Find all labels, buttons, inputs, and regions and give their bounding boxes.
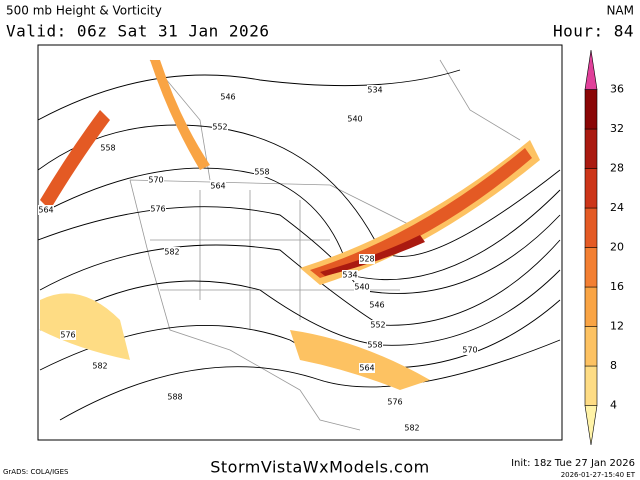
color-swatch [584,405,598,446]
colorbar-label: 8 [610,359,617,372]
label-bg [462,345,478,355]
contour-label: 558 [100,144,115,153]
label-bg [164,247,180,257]
label-bg [220,92,236,102]
contour-label: 534 [342,271,357,280]
label-bg [210,181,226,191]
contour-label: 558 [367,341,382,350]
label-bg [92,361,108,371]
label-bg [148,175,164,185]
init: Init: 18z Tue 27 Jan 2026 [511,458,635,469]
credit: GrADS: COLA/IGES [3,468,69,476]
contour-label: 576 [150,205,165,214]
label-bg [38,205,54,215]
color-swatch [584,286,598,327]
colorbar-label: 36 [610,83,624,96]
label-bg [167,392,183,402]
contour-label: 564 [359,364,374,373]
contour-label: 576 [387,398,402,407]
colorbar-label: 16 [610,280,624,293]
valid: Valid: 06z Sat 31 Jan 2026 [6,22,269,41]
label-bg [404,423,420,433]
label-bg [367,85,383,95]
label-bg [359,363,375,373]
label-bg [354,282,370,292]
color-swatch [584,326,598,367]
label-bg [367,340,383,350]
colorbar-label: 4 [610,399,617,412]
contour-label: 576 [60,331,75,340]
contour-label: 540 [347,115,362,124]
color-swatch [584,168,598,209]
label-bg [370,320,386,330]
site: StormVistaWxModels.com [210,458,429,477]
label-bg [212,122,228,132]
contour-label: 540 [354,283,369,292]
map [37,44,563,441]
label-bg [60,330,76,340]
colorbar-label: 12 [610,320,624,333]
height-contours [38,69,561,421]
color-swatch [584,89,598,130]
contour-label: 564 [38,206,53,215]
color-swatch [584,207,598,248]
contour-label: 588 [167,393,182,402]
stamp: 2026-01-27-15:40 ET [561,471,636,479]
colorbar: 4 8 12 16 20 24 28 32 36 [584,49,624,446]
contour-label: 546 [369,301,384,310]
contour-label: 546 [220,93,235,102]
color-swatch [584,49,598,90]
colorbar-label: 20 [610,241,624,254]
colorbar-label: 32 [610,122,624,135]
contour-label: 552 [370,321,385,330]
label-bg [150,204,166,214]
contour-label: 570 [462,346,477,355]
hour: Hour: 84 [553,22,634,41]
label-bg [347,114,363,124]
contour-label: 558 [254,168,269,177]
colorbar-label: 24 [610,201,624,214]
color-swatch [584,128,598,169]
model: NAM [606,4,634,18]
title: 500 mb Height & Vorticity [6,4,162,18]
label-bg [342,270,358,280]
colorbar-label: 28 [610,162,624,175]
vorticity [40,60,540,390]
label-bg [254,167,270,177]
label-bg [369,300,385,310]
label-bg [387,397,403,407]
contour-label: 528 [359,255,374,264]
contour-label: 564 [210,182,225,191]
contour-label: 534 [367,86,382,95]
contour-label: 582 [164,248,179,257]
label-bg [359,254,375,264]
label-bg [100,143,116,153]
contour-label: 582 [92,362,107,371]
contour-label: 582 [404,424,419,433]
color-swatch [584,247,598,288]
contour-label: 552 [212,123,227,132]
contour-label: 570 [148,176,163,185]
color-swatch [584,365,598,406]
